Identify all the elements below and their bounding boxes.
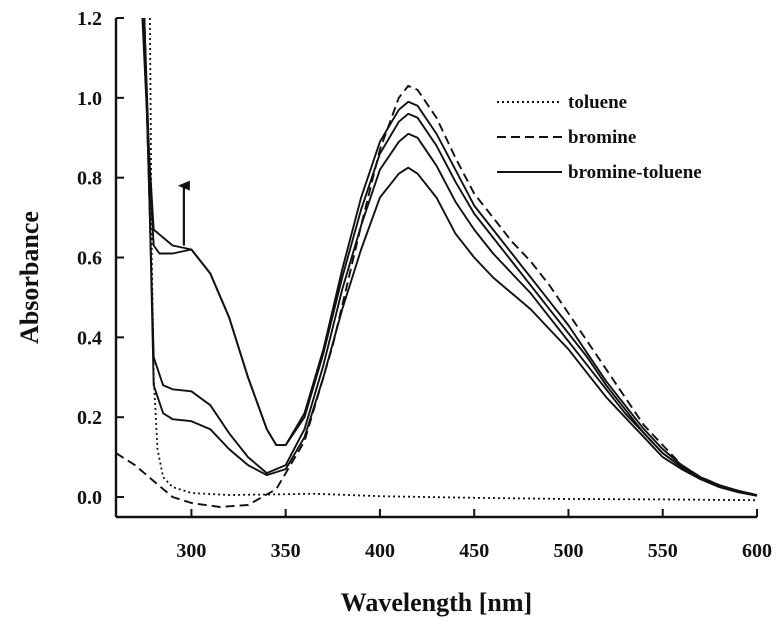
- plot-lines: [115, 17, 758, 508]
- y-tick-label: 0.8: [77, 168, 102, 190]
- x-tick-label: 550: [648, 540, 678, 562]
- x-ticks: 300 350 400 450 500 550 600: [176, 509, 772, 562]
- y-tick-label: 0.6: [77, 248, 102, 270]
- y-tick-label: 1.2: [77, 8, 102, 30]
- y-tick-label: 0.4: [77, 327, 102, 349]
- series-line-bromine-toluene-4: [143, 17, 758, 497]
- x-tick-label: 450: [459, 540, 489, 562]
- series-line-bromine-toluene-2: [143, 17, 758, 497]
- x-axis-title: Wavelength [nm]: [341, 588, 532, 617]
- series-line-bromine-toluene-3: [143, 17, 758, 497]
- y-tick-label: 0.0: [77, 487, 102, 509]
- x-tick-label: 300: [176, 540, 206, 562]
- series-line-bromine-toluene-5: [141, 17, 758, 496]
- y-tick-label: 0.2: [77, 407, 102, 429]
- x-tick-label: 400: [365, 540, 395, 562]
- series-line-bromine: [115, 84, 758, 508]
- x-tick-label: 500: [553, 540, 583, 562]
- series-line-toluene: [149, 17, 758, 502]
- x-tick-label: 350: [271, 540, 301, 562]
- legend: toluene bromine bromine-toluene: [497, 92, 702, 183]
- legend-label: toluene: [568, 92, 627, 113]
- y-tick-label: 1.0: [77, 88, 102, 110]
- y-axis-title: Absorbance: [15, 211, 44, 344]
- x-tick-label: 600: [742, 540, 772, 562]
- legend-label: bromine: [568, 127, 636, 148]
- legend-label: bromine-toluene: [568, 162, 702, 183]
- y-ticks: 0.0 0.2 0.4 0.6 0.8 1.0 1.2: [77, 8, 124, 509]
